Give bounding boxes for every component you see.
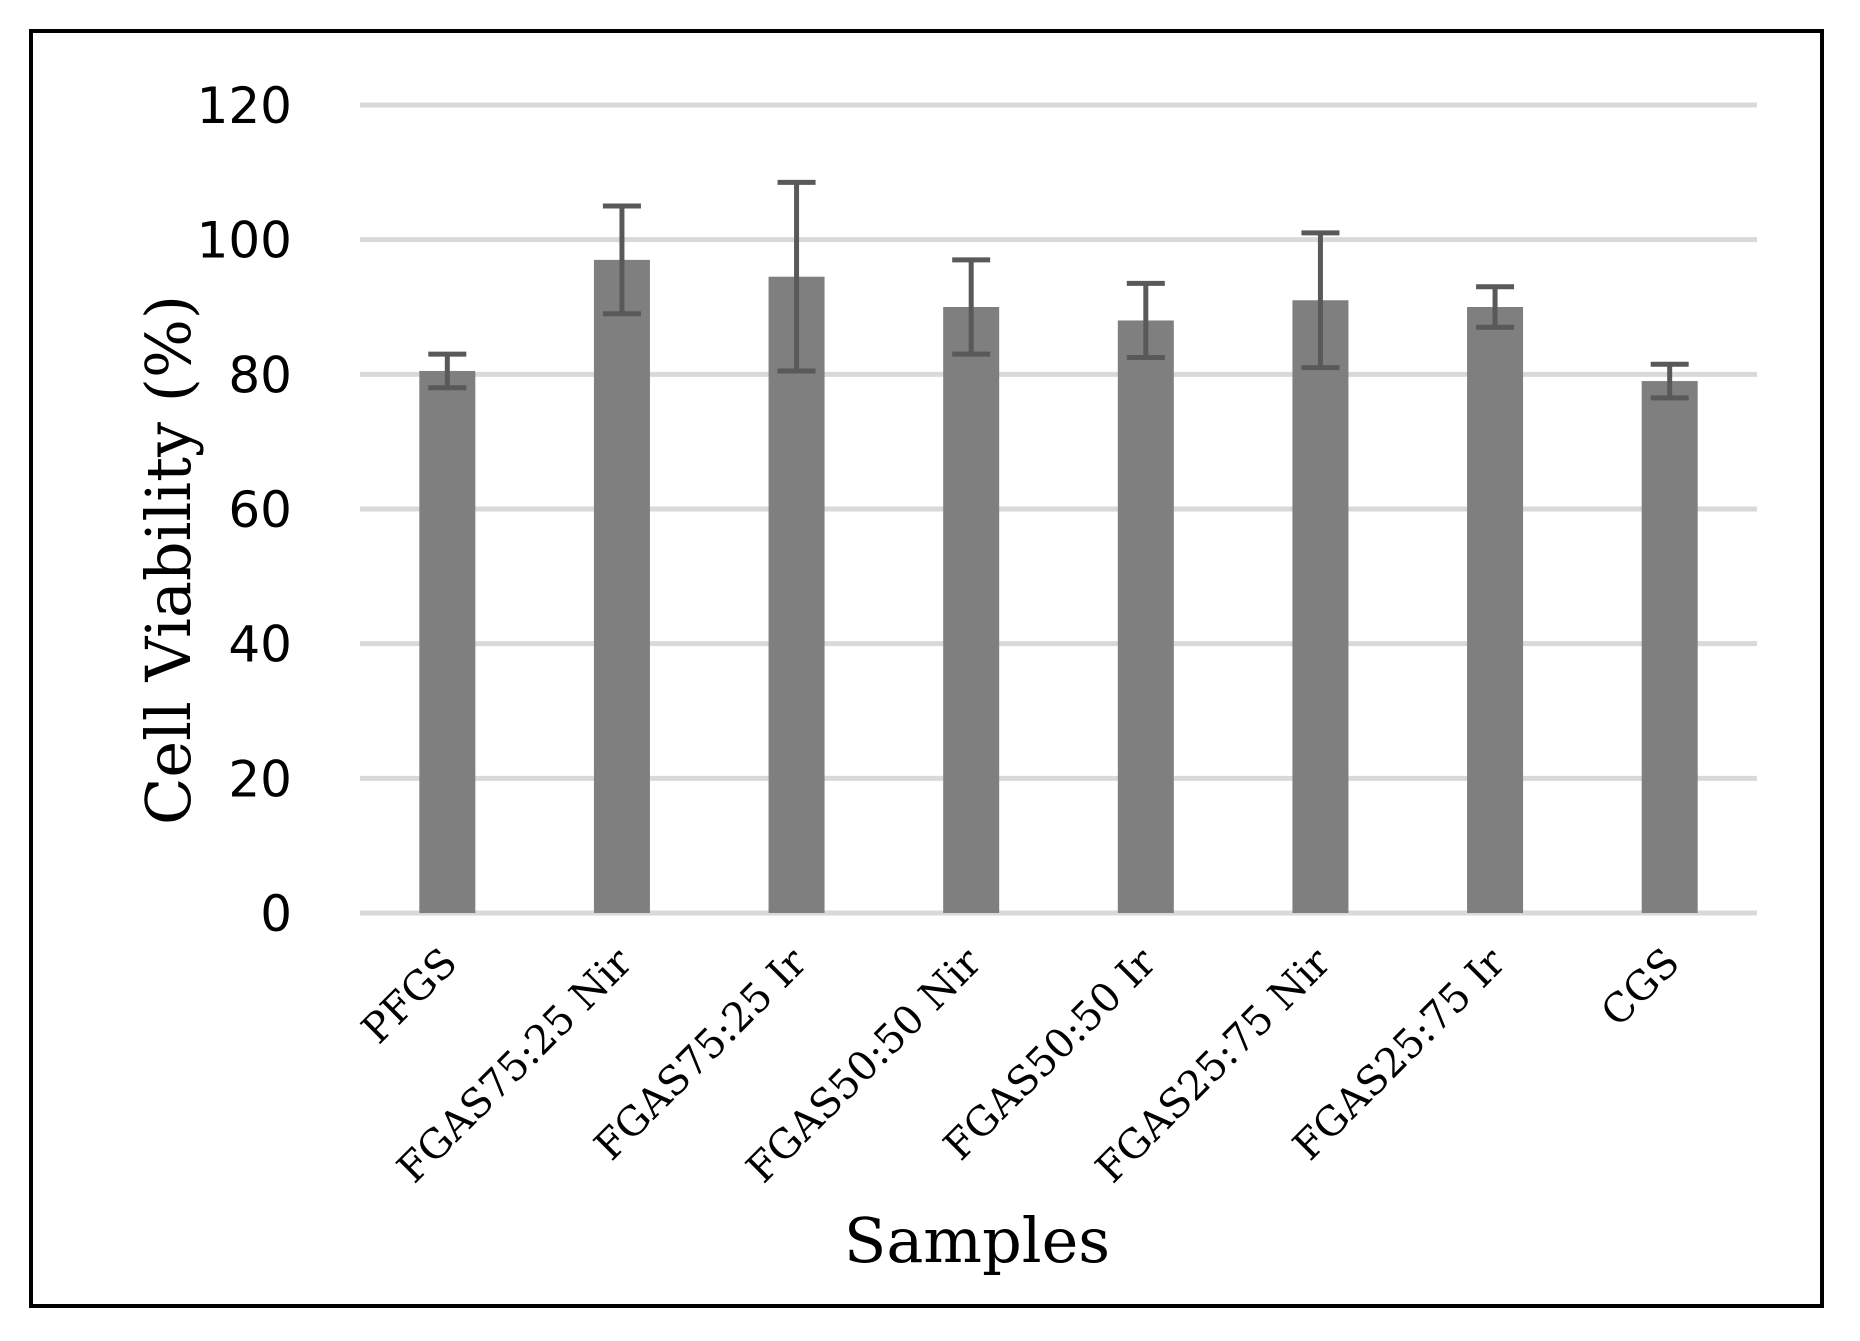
- error-bar-2: [777, 179, 816, 374]
- y-axis-title: Cell Viability (%): [132, 295, 205, 825]
- bar-4: [1117, 320, 1174, 913]
- y-tick-label-80: 80: [228, 346, 292, 404]
- y-tick-label-20: 20: [228, 750, 292, 808]
- x-category-label-0: PFGS: [353, 940, 466, 1053]
- y-tick-label-0: 0: [260, 885, 292, 943]
- error-bar-0: [428, 351, 467, 391]
- bar-1: [593, 259, 650, 913]
- y-axis-ticks: 0 20 40 60 80 100 120: [197, 77, 292, 943]
- error-bar-3: [952, 257, 991, 357]
- error-bar-5: [1301, 230, 1340, 371]
- y-tick-label-100: 100: [197, 212, 292, 270]
- error-bar-6: [1476, 284, 1515, 330]
- error-bar-1: [602, 203, 641, 317]
- bar-7: [1641, 381, 1698, 914]
- x-axis-title: Samples: [844, 1204, 1110, 1277]
- error-bar-7: [1650, 361, 1689, 401]
- y-tick-label-120: 120: [197, 77, 292, 135]
- bar-6: [1467, 307, 1524, 913]
- bars: [419, 259, 1698, 914]
- bar-5: [1292, 300, 1349, 913]
- bar-2: [768, 276, 825, 913]
- error-bar-4: [1126, 280, 1165, 360]
- y-tick-label-60: 60: [228, 481, 292, 539]
- gridlines: [360, 102, 1757, 916]
- bar-3: [943, 307, 1000, 913]
- bar-0: [419, 370, 476, 913]
- x-category-label-7: CGS: [1593, 940, 1689, 1036]
- error-bars: [428, 179, 1689, 401]
- y-tick-label-40: 40: [228, 616, 292, 674]
